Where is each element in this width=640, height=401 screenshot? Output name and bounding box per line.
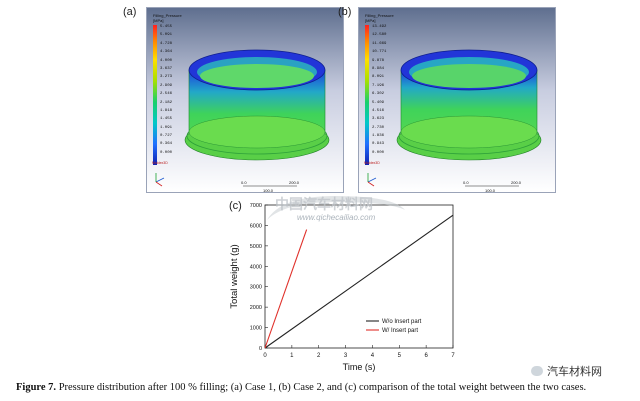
x-tick-label: 7	[451, 353, 455, 359]
y-tick-label: 2000	[250, 305, 262, 311]
panel-b-label: (b)	[338, 6, 352, 18]
x-tick-label: 2	[317, 353, 321, 359]
x-tick-label: 1	[290, 353, 294, 359]
scale-mid-b: 100.0	[485, 188, 496, 193]
scale-right-b: 200.0	[511, 180, 522, 185]
wechat-icon	[531, 366, 543, 376]
wheel-render-b	[367, 49, 542, 187]
wheel-render-a	[155, 49, 330, 187]
x-tick-label: 5	[398, 353, 402, 359]
weight-chart-svg: 0 1 2 3 4 5 6 7 0 1000 2000 3000 4000 5000 6000 7000 Tim…	[229, 203, 455, 372]
scale-left-a: 0.0	[241, 180, 247, 185]
scale-right-a: 200.0	[289, 180, 300, 185]
y-tick-label: 7000	[250, 203, 262, 209]
simulation-panel-b: Filling_Pressure [MPa] 13.492 12.580 11.66…	[358, 7, 556, 193]
scale-mid-a: 100.0	[263, 188, 274, 193]
legend-title-b: Filling_Pressure [MPa]	[365, 13, 394, 23]
x-tick-label: 6	[424, 353, 428, 359]
colorbar-ticks-a: 5.455 5.091 4.728 4.364 4.000 3.637 3.273 2.90…	[160, 25, 173, 155]
brand-mark: 汽车材料网	[531, 363, 602, 379]
y-axis-label: Total weight (g)	[229, 244, 240, 308]
series-line-1	[264, 214, 454, 349]
panel-a-label: (a)	[123, 6, 137, 18]
brand-text: 汽车材料网	[547, 365, 602, 378]
figure-caption: Figure 7. Pressure distribution after 10…	[16, 382, 586, 393]
y-tick-label: 3000	[250, 285, 262, 291]
scale-left-b: 0.0	[463, 180, 469, 185]
simulation-panel-a: Filling_Pressure [MPa] 5.455 5.091 4.728 4.…	[146, 7, 344, 193]
x-tick-label: 0	[263, 353, 267, 359]
weight-chart: 0 1 2 3 4 5 6 7 0 1000 2000 3000 4000 5000 6000 7000 Tim…	[225, 197, 465, 375]
legend-title-a: Filling_Pressure [MPa]	[153, 13, 182, 23]
colorbar-a	[153, 25, 157, 165]
y-tick-label: 5000	[250, 244, 262, 250]
x-tick-label: 3	[344, 353, 348, 359]
caption-text: Pressure distribution after 100 % fillin…	[56, 382, 587, 393]
software-note-a: Moldex3D	[152, 161, 168, 165]
colorbar-ticks-b: 13.492 12.580 11.669 10.771 9.878 8.984 8.091…	[372, 25, 387, 155]
y-tick-label: 1000	[250, 326, 262, 332]
y-tick-label: 6000	[250, 223, 262, 229]
colorbar-b	[365, 25, 369, 165]
x-tick-label: 4	[371, 353, 375, 359]
caption-label: Figure 7.	[16, 382, 57, 393]
legend-label-1: W/o Insert part	[382, 319, 422, 325]
legend-label-2: W/ Insert part	[382, 328, 418, 334]
y-tick-label: 0	[259, 346, 262, 352]
series-line-2	[264, 229, 308, 349]
legend-box	[363, 314, 449, 336]
y-tick-label: 4000	[250, 264, 262, 270]
x-axis-label: Time (s)	[343, 362, 376, 372]
software-note-b: Moldex3D	[364, 161, 380, 165]
panel-c-label: (c)	[229, 200, 242, 212]
